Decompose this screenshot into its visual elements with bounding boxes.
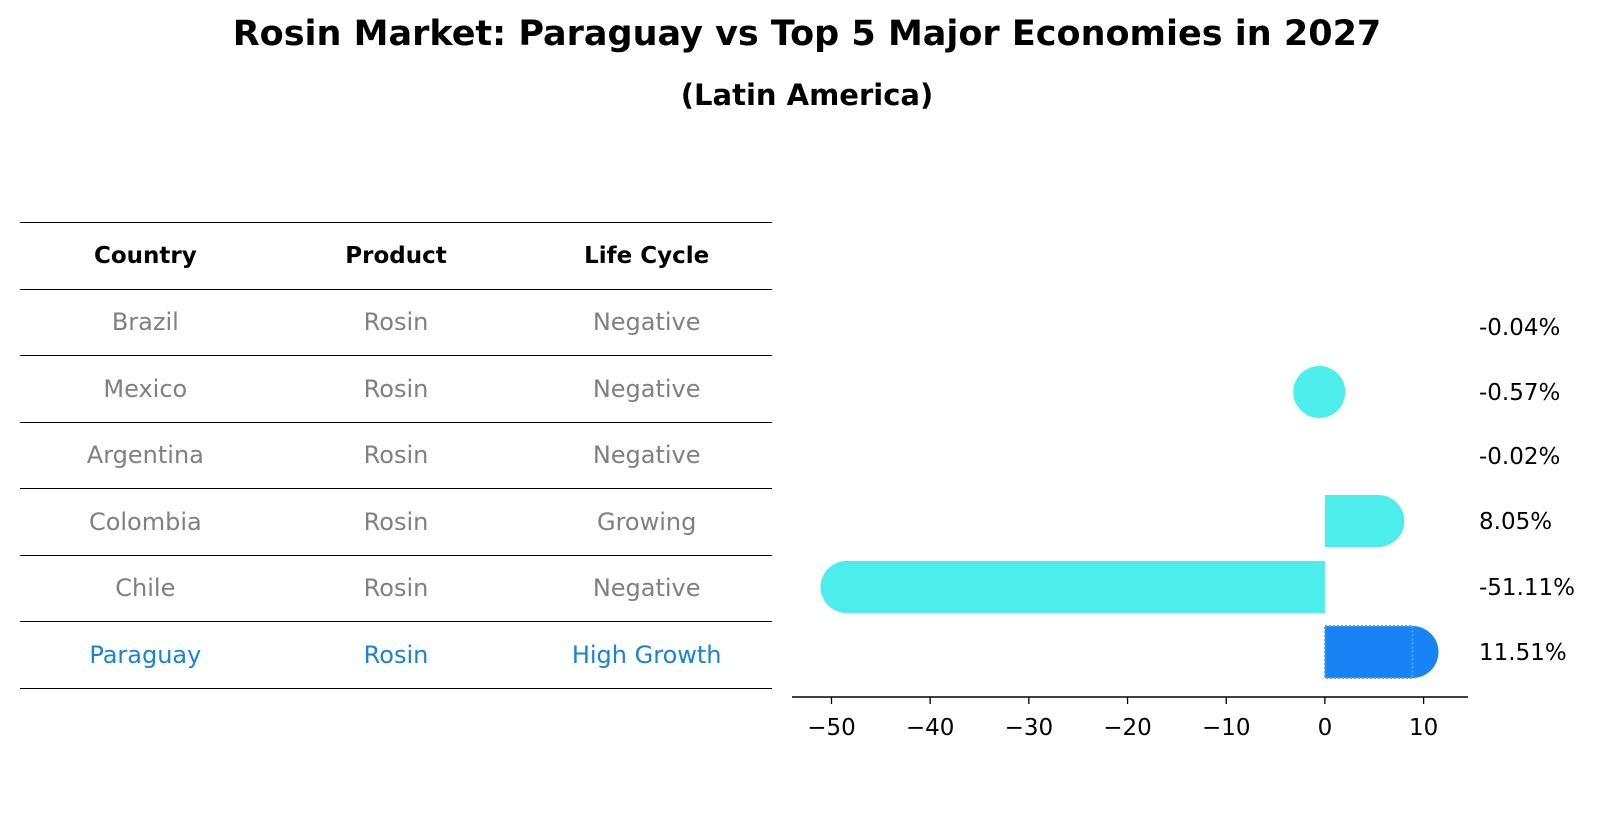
product-cell: Rosin [363, 308, 429, 337]
life-cycle-cell: Growing [596, 507, 697, 536]
life-cycle-cell: Negative [592, 374, 701, 403]
table-rule [20, 355, 772, 356]
country-cell: Brazil [111, 308, 179, 337]
product-cell: Rosin [363, 374, 429, 403]
product-cell: Rosin [363, 574, 429, 603]
value-label: 8.05% [1479, 509, 1552, 535]
country-cell: Argentina [86, 441, 204, 470]
bar-outline [1323, 625, 1414, 679]
x-tick-label: 0 [1318, 715, 1333, 741]
column-header-country: Country [93, 242, 197, 269]
life-cycle-cell: Negative [592, 308, 701, 337]
value-label: -0.04% [1479, 315, 1560, 341]
bar-mexico [1293, 366, 1346, 418]
value-label: -51.11% [1479, 575, 1575, 601]
country-cell: Chile [115, 574, 176, 603]
table-rule [20, 288, 772, 290]
table-row: Brazil Rosin Negative [20, 290, 772, 356]
x-tick-label: −40 [906, 715, 955, 741]
table-rule [20, 621, 772, 622]
bar-chile [820, 561, 1325, 613]
table-rule [20, 554, 772, 556]
x-tick-label: −30 [1005, 715, 1054, 741]
life-cycle-cell: Negative [592, 574, 701, 603]
bar-cap [1293, 366, 1346, 418]
bar-colombia [1324, 495, 1405, 547]
table-rule [20, 687, 772, 689]
bar-body [846, 561, 1325, 613]
table-row: Mexico Rosin Negative [20, 356, 772, 422]
table-rule [20, 421, 772, 423]
column-header-life-cycle: Life Cycle [584, 242, 710, 269]
country-cell: Colombia [88, 507, 202, 536]
table-rule [20, 222, 772, 223]
chart-title: Rosin Market: Paraguay vs Top 5 Major Ec… [232, 14, 1382, 54]
life-cycle-cell: Negative [592, 441, 701, 470]
value-label: -0.57% [1479, 380, 1560, 406]
table-header-row: Country Product Life Cycle [20, 223, 772, 289]
bar-paraguay [1323, 625, 1439, 679]
x-tick-label: −10 [1202, 715, 1251, 741]
bar-cap [820, 561, 873, 613]
bar-cap [1352, 495, 1405, 547]
table-row: Chile Rosin Negative [20, 556, 772, 622]
table-row: Colombia Rosin Growing [20, 489, 772, 555]
column-header-product: Product [345, 242, 447, 269]
value-label: 11.51% [1479, 640, 1567, 666]
life-cycle-cell: High Growth [571, 640, 722, 669]
table-rule [20, 488, 772, 489]
table-row-highlight: Paraguay Rosin High Growth [20, 622, 772, 688]
country-cell: Mexico [103, 374, 188, 403]
data-table: Country Product Life Cycle Brazil Rosin … [20, 222, 772, 689]
product-cell: Rosin [363, 441, 429, 470]
x-tick-label: −50 [807, 715, 856, 741]
product-cell: Rosin [363, 507, 429, 536]
table-row: Argentina Rosin Negative [20, 423, 772, 489]
chart-subtitle: (Latin America) [680, 78, 934, 112]
value-label: -0.02% [1479, 444, 1560, 470]
product-cell: Rosin [363, 640, 429, 669]
x-tick-label: −20 [1103, 715, 1152, 741]
country-cell: Paraguay [89, 640, 202, 669]
x-tick-label: 10 [1409, 715, 1438, 741]
